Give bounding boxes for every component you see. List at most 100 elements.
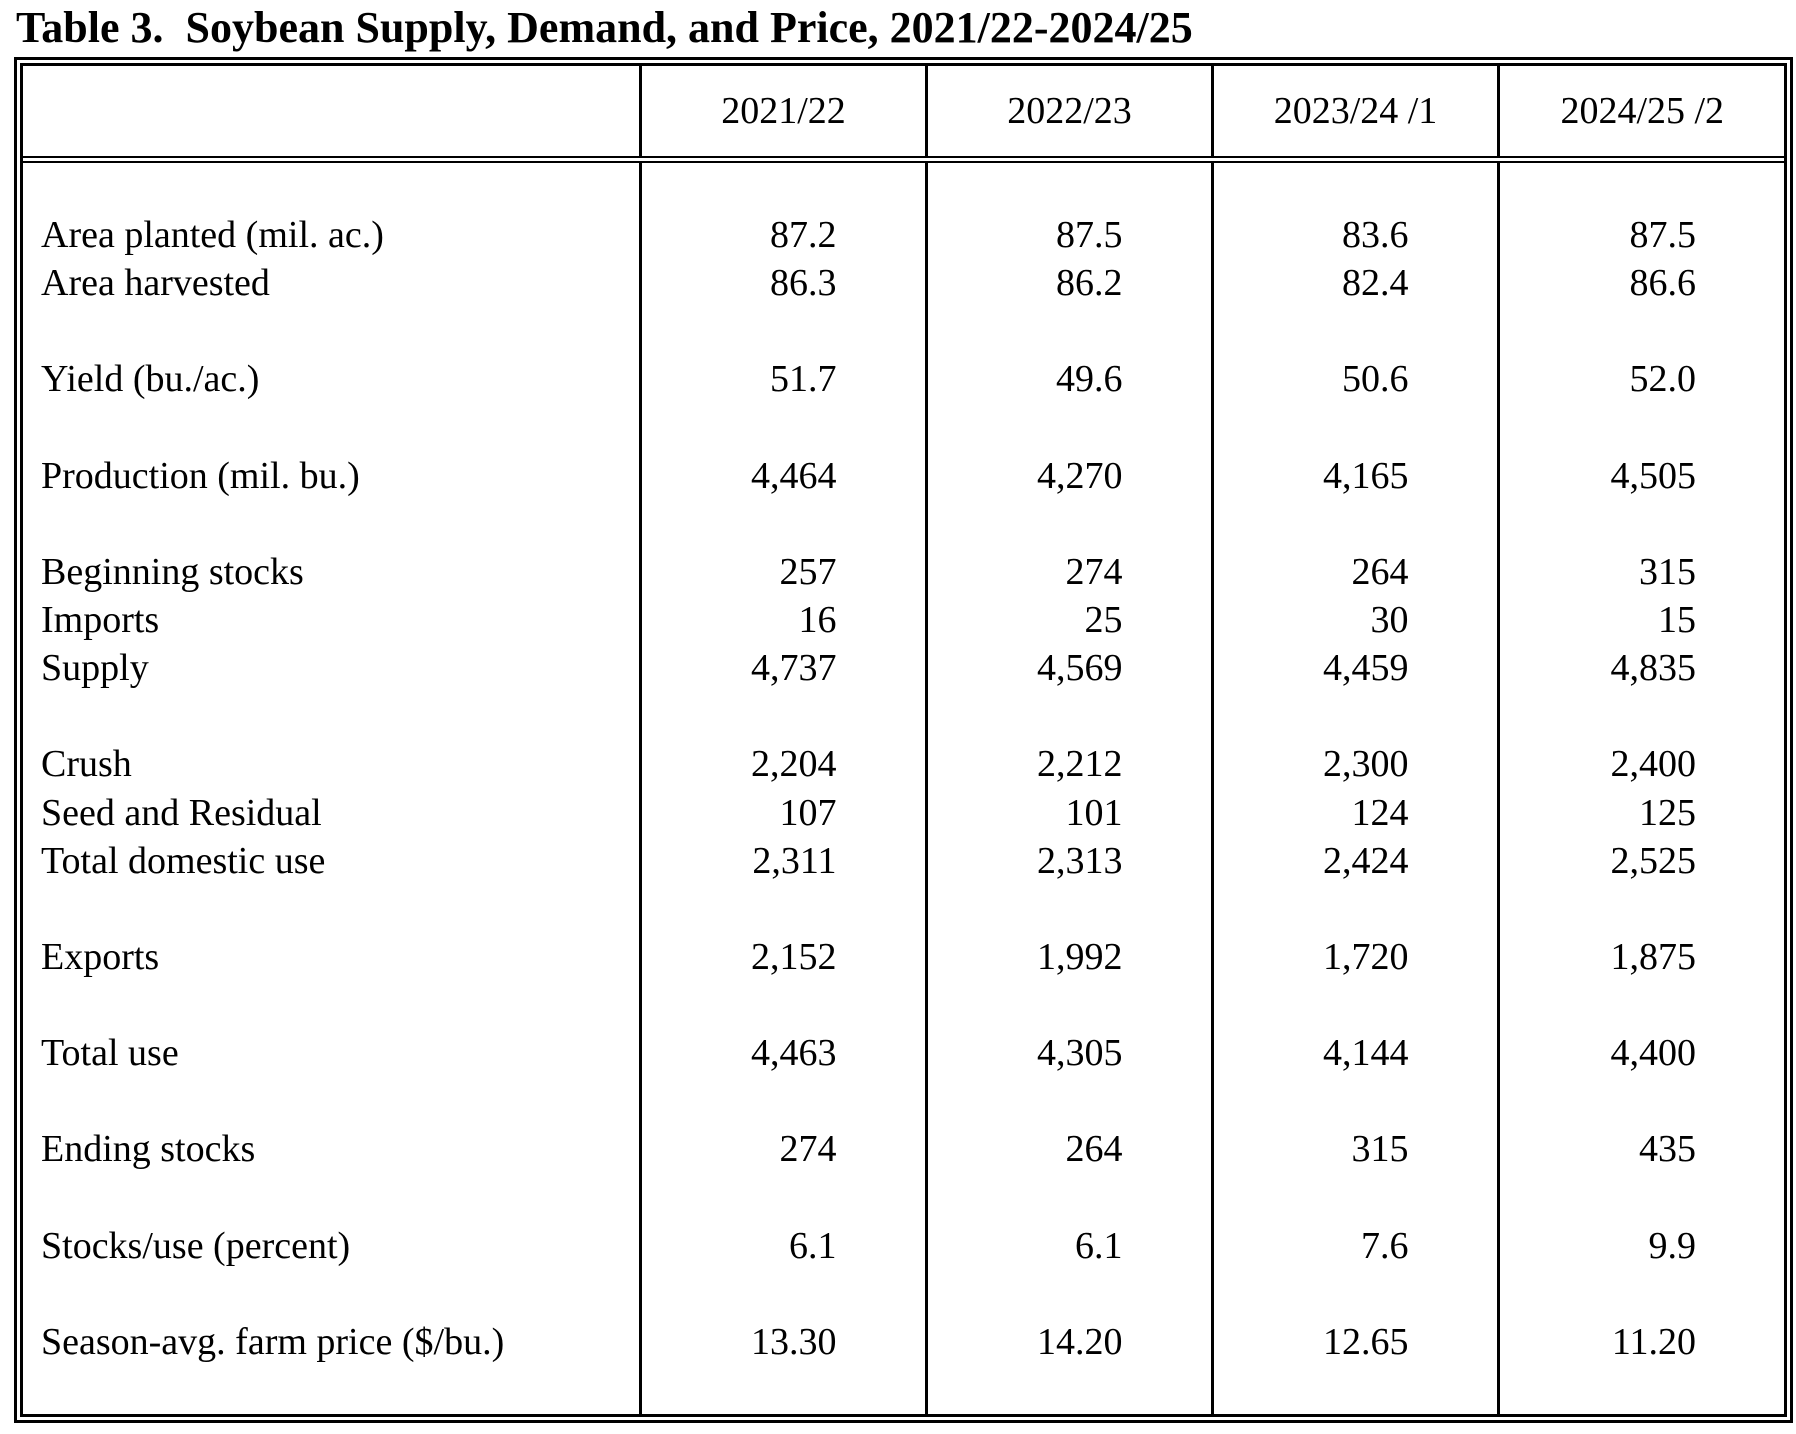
cell-value: 4,737 xyxy=(638,644,926,693)
spacer-row xyxy=(23,885,1784,934)
soybean-supply-demand-table: 2021/22 2022/23 2023/24 /1 2024/25 /2 Ar… xyxy=(23,66,1784,1415)
cell-value: 6.1 xyxy=(638,1221,926,1270)
table-header: 2021/22 2022/23 2023/24 /1 2024/25 /2 xyxy=(23,66,1784,163)
cell-value: 315 xyxy=(1496,547,1784,597)
cell-value: 83.6 xyxy=(1210,211,1498,260)
cell-value: 2,400 xyxy=(1496,740,1784,789)
header-row: 2021/22 2022/23 2023/24 /1 2024/25 /2 xyxy=(23,66,1784,163)
spacer-row xyxy=(23,403,1784,452)
cell-value: 274 xyxy=(924,547,1212,597)
cell-value: 4,270 xyxy=(924,451,1212,500)
cell-value: 4,463 xyxy=(638,1029,926,1078)
table-row: Production (mil. bu.) 4,464 4,270 4,165 … xyxy=(23,451,1784,500)
column-header-2022-23: 2022/23 xyxy=(924,66,1212,163)
cell-value: 1,720 xyxy=(1210,933,1498,982)
row-label: Area harvested xyxy=(41,262,270,305)
cell-value: 264 xyxy=(924,1125,1212,1174)
cell-value: 2,525 xyxy=(1496,836,1784,886)
cell-value: 274 xyxy=(638,1125,926,1174)
cell-value: 30 xyxy=(1210,596,1498,645)
spacer-row xyxy=(23,159,1784,211)
cell-value: 82.4 xyxy=(1210,259,1498,308)
spacer-row xyxy=(23,1366,1784,1415)
cell-value: 4,569 xyxy=(924,644,1212,693)
cell-value: 11.20 xyxy=(1496,1317,1784,1367)
cell-value: 435 xyxy=(1496,1125,1784,1174)
cell-value: 50.6 xyxy=(1210,355,1498,404)
cell-value: 125 xyxy=(1496,788,1784,837)
row-label: Season-avg. farm price ($/bu.) xyxy=(41,1320,505,1363)
cell-value: 315 xyxy=(1210,1125,1498,1174)
cell-value: 87.2 xyxy=(638,211,926,260)
cell-value: 1,875 xyxy=(1496,933,1784,982)
cell-value: 4,505 xyxy=(1496,451,1784,500)
row-label: Stocks/use (percent) xyxy=(41,1224,351,1267)
row-label: Total domestic use xyxy=(41,839,326,882)
spacer-row xyxy=(23,981,1784,1030)
cell-value: 4,305 xyxy=(924,1029,1212,1078)
data-table-frame: 2021/22 2022/23 2023/24 /1 2024/25 /2 Ar… xyxy=(14,57,1793,1424)
cell-value: 51.7 xyxy=(638,355,926,404)
row-label: Supply xyxy=(41,647,149,690)
cell-value: 2,212 xyxy=(924,740,1212,789)
cell-value: 13.30 xyxy=(638,1317,926,1367)
cell-value: 4,464 xyxy=(638,451,926,500)
row-label: Production (mil. bu.) xyxy=(41,454,360,497)
table-row: Crush 2,204 2,212 2,300 2,400 xyxy=(23,740,1784,789)
cell-value: 25 xyxy=(924,596,1212,645)
table-body: Area planted (mil. ac.) 87.2 87.5 83.6 8… xyxy=(23,159,1784,1415)
cell-value: 2,311 xyxy=(638,836,926,886)
row-label: Seed and Residual xyxy=(41,791,322,834)
column-header-2023-24: 2023/24 /1 xyxy=(1210,66,1498,163)
cell-value: 7.6 xyxy=(1210,1221,1498,1270)
cell-value: 2,424 xyxy=(1210,836,1498,886)
cell-value: 16 xyxy=(638,596,926,645)
spacer-row xyxy=(23,692,1784,741)
spacer-row xyxy=(23,1173,1784,1222)
row-label: Imports xyxy=(41,599,160,642)
cell-value: 124 xyxy=(1210,788,1498,837)
cell-value: 1,992 xyxy=(924,933,1212,982)
table-row: Total domestic use 2,311 2,313 2,424 2,5… xyxy=(23,836,1784,886)
cell-value: 86.3 xyxy=(638,259,926,308)
spacer-row xyxy=(23,1077,1784,1126)
cell-value: 4,459 xyxy=(1210,644,1498,693)
table-row: Total use 4,463 4,305 4,144 4,400 xyxy=(23,1029,1784,1078)
row-label: Beginning stocks xyxy=(41,550,304,593)
table-row: Exports 2,152 1,992 1,720 1,875 xyxy=(23,933,1784,982)
cell-value: 2,152 xyxy=(638,933,926,982)
header-empty-cell xyxy=(23,66,640,163)
spacer-row xyxy=(23,499,1784,548)
cell-value: 87.5 xyxy=(924,211,1212,260)
row-label: Yield (bu./ac.) xyxy=(41,358,260,401)
cell-value: 107 xyxy=(638,788,926,837)
cell-value: 49.6 xyxy=(924,355,1212,404)
cell-value: 9.9 xyxy=(1496,1221,1784,1270)
row-label: Ending stocks xyxy=(41,1128,256,1171)
cell-value: 86.2 xyxy=(924,259,1212,308)
spacer-row xyxy=(23,307,1784,356)
cell-value: 87.5 xyxy=(1496,211,1784,260)
cell-value: 4,835 xyxy=(1496,644,1784,693)
cell-value: 264 xyxy=(1210,547,1498,597)
table-row: Area planted (mil. ac.) 87.2 87.5 83.6 8… xyxy=(23,211,1784,260)
row-label: Total use xyxy=(41,1032,179,1075)
cell-value: 4,144 xyxy=(1210,1029,1498,1078)
table-row: Ending stocks 274 264 315 435 xyxy=(23,1125,1784,1174)
table-row: Area harvested 86.3 86.2 82.4 86.6 xyxy=(23,259,1784,308)
table-title: Table 3. Soybean Supply, Demand, and Pri… xyxy=(16,3,1193,52)
cell-value: 4,400 xyxy=(1496,1029,1784,1078)
cell-value: 14.20 xyxy=(924,1317,1212,1367)
table-row: Seed and Residual 107 101 124 125 xyxy=(23,788,1784,837)
table-row: Yield (bu./ac.) 51.7 49.6 50.6 52.0 xyxy=(23,355,1784,404)
table-row: Imports 16 25 30 15 xyxy=(23,596,1784,645)
cell-value: 2,313 xyxy=(924,836,1212,886)
table-row: Season-avg. farm price ($/bu.) 13.30 14.… xyxy=(23,1317,1784,1367)
row-label: Crush xyxy=(41,743,132,786)
column-header-2024-25: 2024/25 /2 xyxy=(1496,66,1784,163)
column-header-2021-22: 2021/22 xyxy=(638,66,926,163)
table-row: Supply 4,737 4,569 4,459 4,835 xyxy=(23,644,1784,693)
cell-value: 52.0 xyxy=(1496,355,1784,404)
spacer-row xyxy=(23,1269,1784,1318)
